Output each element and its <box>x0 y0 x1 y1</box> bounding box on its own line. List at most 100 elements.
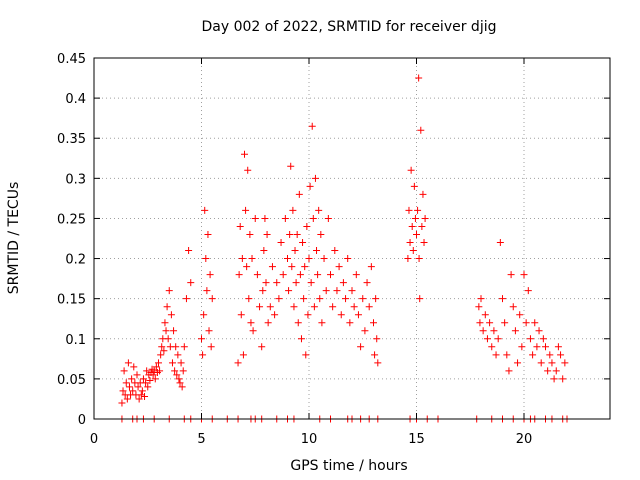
y-tick-label: 0.3 <box>65 172 86 187</box>
grid-lines <box>94 58 610 419</box>
data-point <box>531 319 539 327</box>
data-point <box>331 247 339 255</box>
data-point <box>160 347 168 355</box>
data-point <box>172 343 180 351</box>
data-point <box>175 375 183 383</box>
data-point <box>137 391 145 399</box>
data-point <box>156 367 164 375</box>
data-point <box>149 371 157 379</box>
data-point <box>342 295 350 303</box>
data-point <box>164 335 172 343</box>
data-point <box>171 367 179 375</box>
data-point <box>542 343 549 351</box>
data-point <box>261 214 269 222</box>
data-point <box>503 351 511 359</box>
data-point <box>415 255 423 263</box>
y-tick-label: 0.25 <box>57 212 86 227</box>
data-point <box>234 359 242 367</box>
data-point <box>124 359 132 367</box>
data-point <box>199 351 207 359</box>
data-point <box>122 379 130 387</box>
data-point <box>488 343 496 351</box>
data-point <box>522 319 530 327</box>
data-point <box>486 319 494 327</box>
axis-ticks <box>93 57 610 420</box>
data-point <box>371 351 379 359</box>
data-point <box>414 206 422 214</box>
data-point <box>501 319 509 327</box>
data-point <box>404 255 412 263</box>
data-point <box>161 319 169 327</box>
data-point <box>200 311 208 319</box>
data-point <box>123 395 131 403</box>
data-point <box>344 255 352 263</box>
data-point <box>335 263 343 271</box>
data-point <box>163 303 171 311</box>
data-point <box>290 303 298 311</box>
x-tick-label: 20 <box>516 432 533 447</box>
data-point <box>406 239 414 247</box>
data-point <box>179 367 187 375</box>
data-point <box>266 303 274 311</box>
data-point <box>296 271 304 279</box>
data-point <box>316 295 324 303</box>
x-tick-label: 5 <box>197 432 205 447</box>
data-point <box>479 327 487 335</box>
data-point <box>367 263 375 271</box>
data-point <box>201 206 209 214</box>
data-point <box>481 311 489 319</box>
data-point <box>309 214 317 222</box>
data-point <box>151 375 159 383</box>
data-point <box>300 295 308 303</box>
data-point <box>533 343 541 351</box>
data-point <box>514 359 522 367</box>
y-tick-labels: 0 0.05 0.1 0.15 0.2 0.25 0.3 0.35 0.4 0.45 <box>57 52 86 428</box>
data-point <box>130 363 138 371</box>
data-point <box>329 303 337 311</box>
data-point <box>293 230 301 238</box>
data-point <box>135 395 143 403</box>
data-point <box>289 206 297 214</box>
data-point <box>511 327 519 335</box>
data-point <box>413 230 420 238</box>
data-point <box>202 255 210 263</box>
data-point <box>415 74 423 82</box>
data-point <box>264 319 272 327</box>
data-point <box>483 335 491 343</box>
data-point <box>405 206 413 214</box>
x-tick-label: 0 <box>90 432 98 447</box>
data-point <box>419 190 427 198</box>
data-point <box>256 303 264 311</box>
data-point <box>505 367 513 375</box>
data-point <box>311 174 319 182</box>
data-point <box>409 247 417 255</box>
data-point <box>370 319 377 327</box>
data-point <box>337 311 345 319</box>
data-point <box>173 371 181 379</box>
data-point <box>208 295 216 303</box>
y-axis-label: SRMTID / TECUs <box>6 182 22 295</box>
data-point <box>244 166 252 174</box>
data-point <box>118 399 126 407</box>
data-point <box>310 303 318 311</box>
data-point <box>235 271 243 279</box>
data-point <box>120 367 128 375</box>
data-point <box>165 287 173 295</box>
data-point <box>288 263 296 271</box>
data-point <box>271 311 279 319</box>
data-point <box>260 247 268 255</box>
data-point <box>284 255 291 263</box>
data-point <box>139 375 147 383</box>
chart-title: Day 002 of 2022, SRMTID for receiver dji… <box>202 19 497 35</box>
data-point <box>306 182 314 190</box>
data-point <box>539 335 547 343</box>
x-tick-label: 15 <box>408 432 425 447</box>
data-point <box>496 239 504 247</box>
data-point <box>546 351 554 359</box>
data-point <box>333 287 341 295</box>
data-point <box>180 343 188 351</box>
data-point <box>552 367 560 375</box>
data-point <box>359 295 367 303</box>
data-point <box>475 303 483 311</box>
data-point <box>119 387 127 395</box>
